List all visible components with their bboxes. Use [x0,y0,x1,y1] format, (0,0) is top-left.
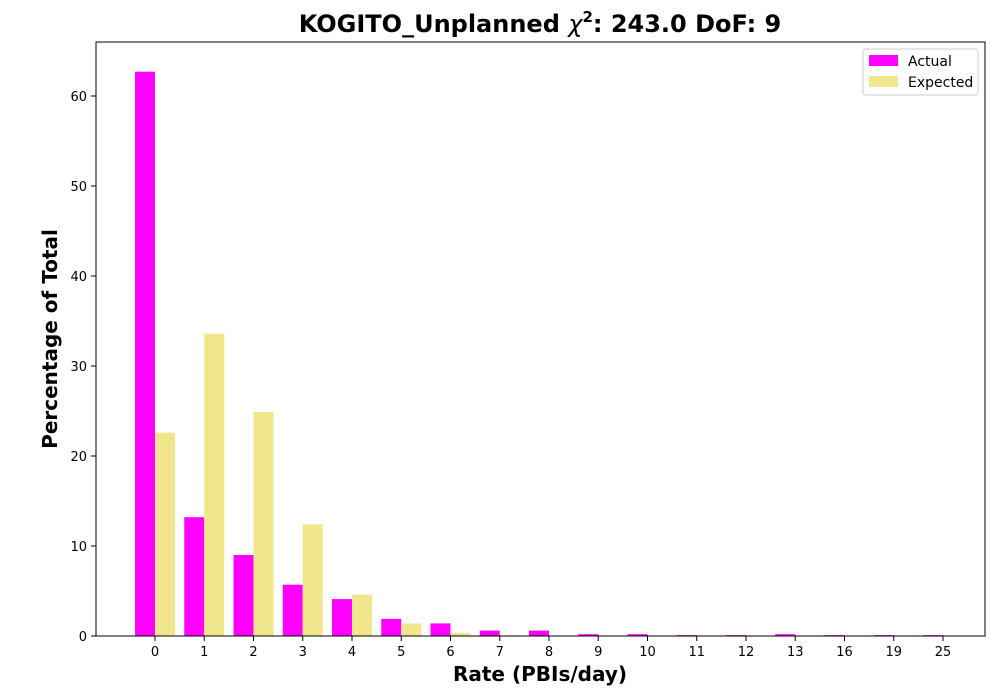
legend-label-actual: Actual [908,54,952,70]
x-axis-label: Rate (PBIs/day) [453,662,627,686]
x-tick-label: 19 [885,645,902,660]
bar-expected-2 [253,411,274,636]
x-tick-label: 9 [594,645,602,660]
x-tick-label: 4 [348,645,356,660]
bar-expected-1 [204,333,225,636]
bar-actual-3 [282,584,303,636]
bar-expected-5 [401,623,422,636]
legend-label-expected: Expected [908,75,973,91]
bar-actual-2 [233,555,254,636]
bar-actual-7 [479,630,500,636]
bar-actual-5 [381,618,402,636]
x-tick-label: 25 [935,645,952,660]
bar-expected-6 [450,632,471,636]
y-tick-label: 30 [70,360,87,375]
x-tick-label: 1 [200,645,208,660]
bar-actual-0 [135,71,155,636]
x-axis-ticks: 0 1 2 3 4 5 6 7 8 9 10 11 12 13 16 19 25 [151,636,951,660]
bar-actual-13 [775,634,796,636]
x-tick-label: 12 [738,645,755,660]
bar-actual-9 [578,634,599,636]
x-tick-label: 13 [787,645,804,660]
x-tick-label: 16 [836,645,853,660]
bar-actual-8 [529,630,549,636]
chart-title: KOGITO_Unplanned χ2: 243.0 DoF: 9 [299,8,782,38]
legend: Actual Expected [862,48,979,96]
y-axis-label: Percentage of Total [38,229,62,449]
x-tick-label: 0 [151,645,159,660]
plot-frame [95,41,986,637]
x-tick-label: 8 [545,645,553,660]
bar-actual-10 [627,634,648,636]
x-tick-label: 3 [299,645,307,660]
bar-expected-4 [352,594,372,636]
bar-actual-4 [332,599,352,636]
x-tick-label: 6 [446,645,454,660]
bar-expected-3 [302,524,323,636]
y-axis-ticks: 0 10 20 30 40 50 60 [70,90,96,645]
y-tick-label: 50 [70,180,87,195]
bar-actual-1 [184,517,205,636]
x-tick-label: 7 [496,645,504,660]
bar-actual-6 [430,623,451,636]
y-tick-label: 60 [70,90,87,105]
x-tick-label: 5 [397,645,405,660]
y-tick-label: 40 [70,270,87,285]
y-tick-label: 0 [79,630,87,645]
y-tick-label: 10 [70,540,87,555]
x-tick-label: 10 [639,645,656,660]
x-tick-label: 11 [688,645,705,660]
legend-swatch-actual [869,55,898,66]
y-tick-label: 20 [70,450,87,465]
bar-expected-0 [155,432,175,636]
legend-swatch-expected [869,76,898,87]
x-tick-label: 2 [249,645,257,660]
bars-group [135,71,943,636]
